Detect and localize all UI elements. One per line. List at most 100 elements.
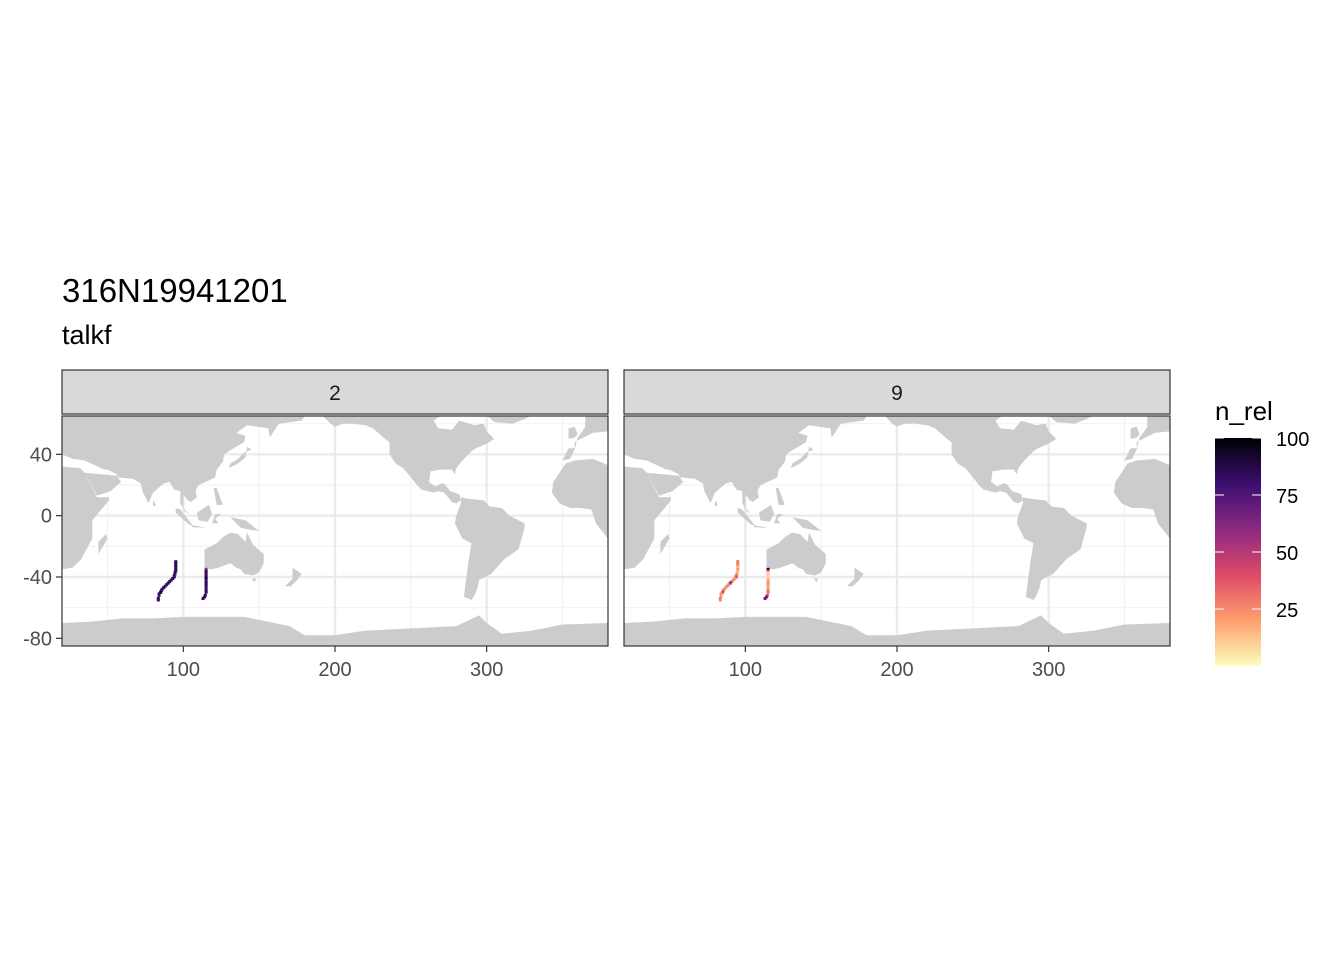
data-cell <box>172 575 176 579</box>
y-tick-label: -40 <box>23 567 52 589</box>
land-polygon <box>84 472 122 496</box>
data-cell <box>204 578 208 582</box>
data-cell <box>736 564 740 568</box>
data-cell <box>766 572 770 576</box>
land-polygon <box>551 458 608 539</box>
data-cell <box>159 589 163 593</box>
data-cell <box>766 590 770 594</box>
land-polygon <box>322 416 495 504</box>
data-cell <box>204 583 208 587</box>
land-polygon <box>766 532 826 576</box>
data-cell <box>204 569 208 573</box>
data-cell <box>204 567 208 571</box>
land-polygon <box>1113 458 1170 539</box>
facet-strip-label: 2 <box>329 382 341 405</box>
data-cell <box>765 595 769 599</box>
land-polygon <box>752 524 769 528</box>
land-polygon <box>846 567 864 587</box>
data-cell <box>719 592 723 596</box>
data-cell <box>174 563 178 567</box>
data-cell <box>174 561 178 565</box>
data-cell <box>736 561 740 565</box>
land-polygon <box>715 500 719 507</box>
data-cell <box>204 580 208 584</box>
data-cell <box>204 587 208 591</box>
data-cell <box>204 573 208 577</box>
y-tick-label: -80 <box>23 628 52 650</box>
x-tick-label: 100 <box>729 659 762 681</box>
land-polygon <box>487 416 531 424</box>
data-cell <box>731 578 735 582</box>
land-polygon <box>204 532 264 576</box>
data-cell <box>763 596 767 600</box>
data-cell <box>204 586 208 590</box>
data-cell <box>735 570 739 574</box>
data-cell <box>766 569 770 573</box>
land-polygon <box>251 578 257 583</box>
data-cell <box>157 593 161 597</box>
land-polygon <box>737 508 755 525</box>
land-polygon <box>196 504 213 522</box>
land-polygon <box>813 578 819 583</box>
land-polygon <box>153 500 157 507</box>
land-polygon <box>213 488 223 505</box>
data-cell <box>203 593 207 597</box>
land-polygon <box>792 517 822 531</box>
data-cell <box>718 596 722 600</box>
data-cell <box>766 570 770 574</box>
land-polygon <box>190 524 207 528</box>
data-cell <box>174 569 178 573</box>
land-polygon <box>660 534 670 554</box>
data-cell <box>766 577 770 581</box>
land-polygon <box>175 508 193 525</box>
x-tick-label: 100 <box>167 659 200 681</box>
data-cell <box>725 584 729 588</box>
land-polygon <box>1016 497 1087 600</box>
land-polygon <box>284 567 302 587</box>
data-cell <box>766 583 770 587</box>
chart-subtitle: talkf <box>62 320 112 350</box>
data-cell <box>204 570 208 574</box>
data-cell <box>736 569 740 573</box>
x-tick-label: 200 <box>880 659 913 681</box>
land-polygon <box>1049 416 1093 424</box>
data-cell <box>766 584 770 588</box>
data-cell <box>719 593 723 597</box>
land-polygon <box>790 446 814 469</box>
data-cell <box>201 596 205 600</box>
data-cell <box>174 566 178 570</box>
data-cell <box>165 583 169 587</box>
data-cell <box>160 587 164 591</box>
x-tick-label: 300 <box>1032 659 1065 681</box>
data-cell <box>168 580 172 584</box>
data-cell <box>159 590 163 594</box>
data-cell <box>204 584 208 588</box>
chart-title: 316N19941201 <box>62 272 288 309</box>
land-polygon <box>624 466 672 570</box>
data-cell <box>204 577 208 581</box>
data-cell <box>735 572 739 576</box>
data-cell <box>169 578 173 582</box>
data-cell <box>156 596 160 600</box>
data-cell <box>172 573 176 577</box>
facet-panel-9: 9 100 200 300 <box>623 369 1171 681</box>
data-cell <box>736 563 740 567</box>
land-polygon <box>775 488 785 505</box>
land-polygon <box>62 466 110 570</box>
data-cell <box>734 575 738 579</box>
legend-tick-label: 75 <box>1276 486 1298 508</box>
y-tick-label: 40 <box>30 444 52 466</box>
data-cell <box>173 572 177 576</box>
data-cell <box>171 577 175 581</box>
data-cell <box>204 581 208 585</box>
data-cell <box>766 587 770 591</box>
data-cell <box>727 583 731 587</box>
legend-tick-label: 100 <box>1276 429 1309 451</box>
data-cell <box>766 578 770 582</box>
data-cell <box>766 586 770 590</box>
data-cell <box>162 586 166 590</box>
data-cell <box>765 593 769 597</box>
data-cell <box>174 564 178 568</box>
land-polygon <box>624 416 867 515</box>
